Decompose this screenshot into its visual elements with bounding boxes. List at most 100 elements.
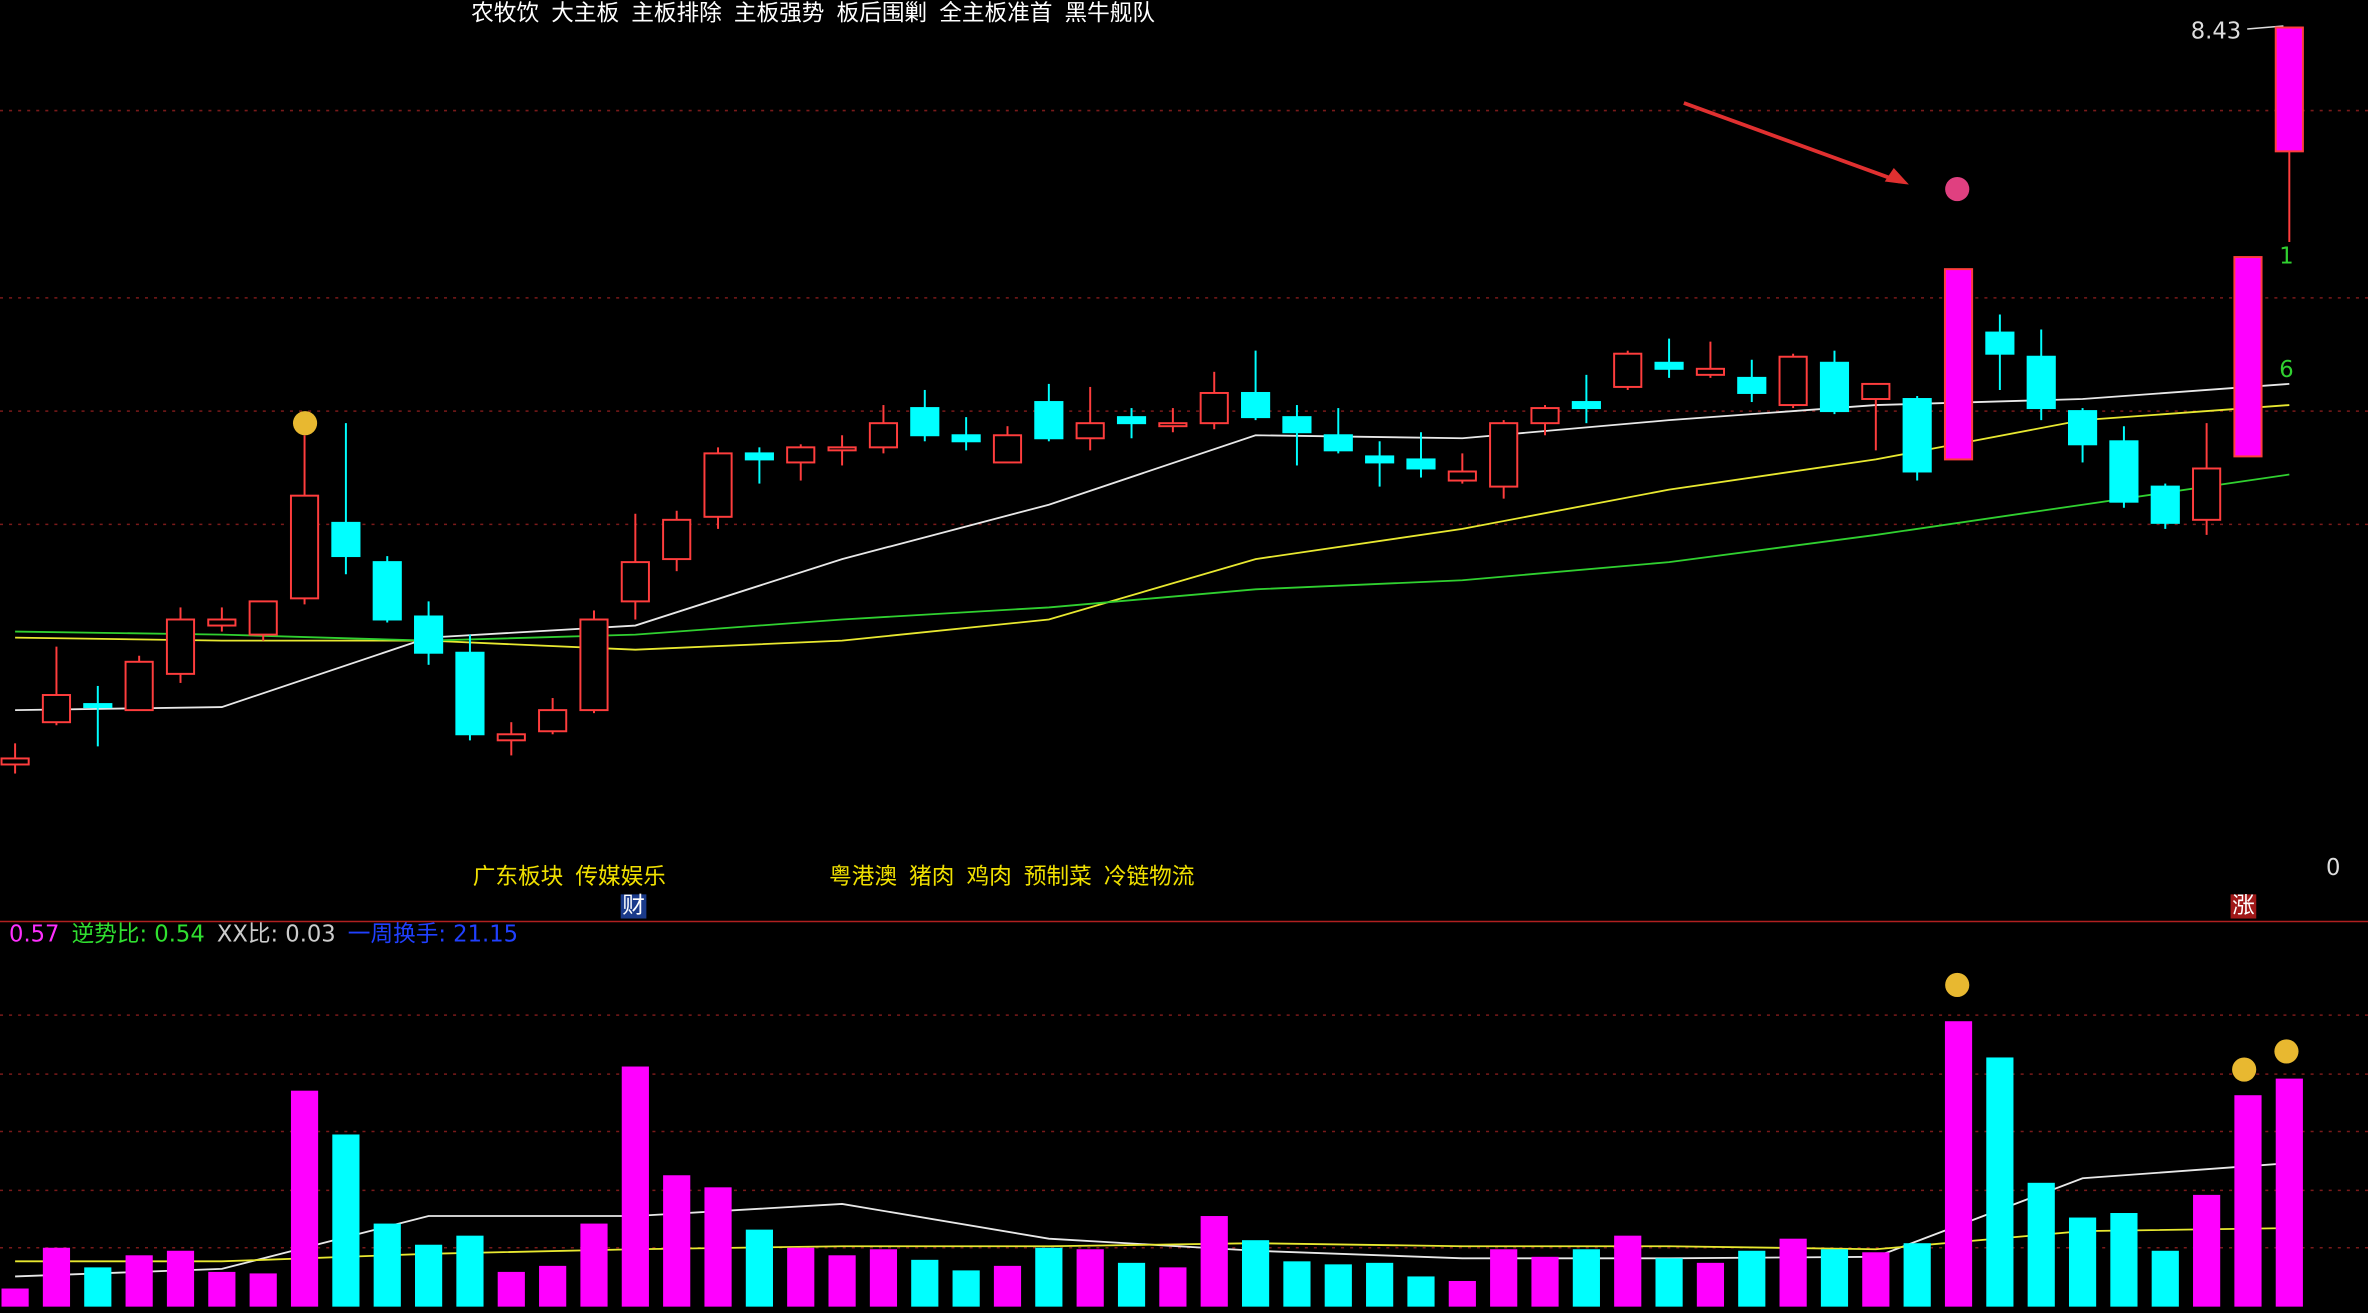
- candle-body: [1819, 361, 1850, 413]
- volume-bar: [1324, 1264, 1352, 1307]
- candle-body: [331, 521, 361, 558]
- indicator: 0.57: [9, 922, 59, 948]
- volume-bar: [1, 1288, 29, 1307]
- candle-body: [1447, 470, 1477, 482]
- volume-bar: [332, 1134, 360, 1307]
- volume-bar: [1241, 1240, 1270, 1307]
- candle-body: [1613, 352, 1643, 388]
- candle-body: [1365, 455, 1395, 464]
- candle-body: [248, 600, 278, 636]
- volume-bar: [869, 1249, 898, 1307]
- volume-bar: [373, 1223, 401, 1307]
- volume-bar: [166, 1250, 195, 1307]
- indicator: 逆势比: 0.54: [72, 922, 205, 948]
- badge-text: 涨: [2232, 893, 2255, 919]
- sector-tag: 传媒娱乐: [575, 864, 666, 890]
- candle-body: [1034, 401, 1064, 440]
- candle-body: [1737, 376, 1767, 394]
- volume-bar: [2110, 1213, 2138, 1307]
- volume-bar: [1944, 1021, 1973, 1307]
- candle-body: [744, 452, 774, 461]
- candle-body: [2067, 410, 2098, 446]
- volume-bar: [2234, 1095, 2262, 1307]
- tag: 大主板: [551, 0, 619, 26]
- price-pointer: [2247, 25, 2284, 30]
- candle-body: [1199, 391, 1229, 425]
- tag: 全主板准首: [939, 0, 1052, 26]
- volume-bar: [745, 1229, 773, 1307]
- volume-bar: [1200, 1216, 1228, 1307]
- volume-bar: [1655, 1258, 1683, 1307]
- tag: 黑牛舰队: [1065, 0, 1156, 26]
- candle-body: [910, 407, 940, 437]
- volume-bar: [539, 1265, 567, 1307]
- badge: [2230, 894, 2257, 919]
- volume-bar: [208, 1271, 236, 1307]
- candle-body: [124, 660, 154, 712]
- price-label: 8.43: [2191, 19, 2241, 45]
- volume-bar: [84, 1267, 112, 1307]
- candle-body: [579, 618, 609, 712]
- volume-bar: [2068, 1217, 2097, 1307]
- money-icons: [292, 411, 2299, 1082]
- candle-body: [2109, 440, 2139, 503]
- volume-bar: [704, 1187, 732, 1307]
- candle-body: [1985, 331, 2015, 355]
- candle-body: [1116, 416, 1147, 425]
- volume-bar: [1572, 1249, 1600, 1307]
- candle-body: [1571, 401, 1601, 410]
- candle-body: [1654, 361, 1684, 370]
- volume-bar: [1903, 1243, 1931, 1307]
- sector-tag: 鸡肉: [966, 864, 1011, 890]
- candle-body: [83, 703, 113, 709]
- candle-body: [165, 618, 196, 675]
- tag: 板后围剿: [837, 0, 928, 26]
- candle-body: [2192, 467, 2222, 521]
- volume-bar: [2027, 1182, 2055, 1307]
- volume-bar: [497, 1271, 525, 1307]
- tag: 农牧饮: [471, 0, 539, 26]
- volume-bar: [1986, 1057, 2014, 1307]
- volume-bar: [952, 1270, 980, 1307]
- volume-bar: [290, 1090, 319, 1307]
- volume-bar: [249, 1273, 277, 1307]
- tag: 主板强势: [734, 0, 825, 26]
- candle-body: [2026, 355, 2056, 410]
- candle-body: [786, 446, 816, 464]
- candle-body: [1530, 407, 1560, 425]
- candle-body: [1406, 458, 1436, 470]
- volume-bar: [1820, 1249, 1849, 1307]
- sector-tag: 广东板块: [473, 864, 564, 890]
- volume-bar: [456, 1235, 484, 1307]
- candle-body: [827, 446, 857, 452]
- volume-bar: [1117, 1262, 1146, 1307]
- volume-bar: [828, 1255, 856, 1307]
- arrow-head: [1884, 167, 1909, 185]
- volume-bar: [993, 1265, 1022, 1307]
- volume-bar: [621, 1066, 649, 1307]
- candle-body: [289, 494, 320, 600]
- volume-bar: [1076, 1249, 1104, 1307]
- candle-body: [372, 561, 402, 621]
- candle-body: [1075, 422, 1105, 440]
- candle-body: [1902, 398, 1932, 473]
- volume-bar: [1159, 1267, 1187, 1307]
- volume-bar: [787, 1247, 815, 1307]
- volume-bar: [1862, 1252, 1890, 1307]
- badge-text: 财: [622, 893, 645, 919]
- candle-body: [703, 452, 733, 518]
- candle-body: [41, 694, 72, 724]
- candle-body: [1158, 422, 1188, 428]
- sector-tag: 粤港澳: [829, 864, 897, 890]
- volume-bar: [663, 1175, 691, 1307]
- ma-line: [15, 473, 2290, 642]
- volume-bar: [1366, 1262, 1394, 1307]
- volume-bar: [1283, 1261, 1311, 1307]
- marker: 1: [2279, 244, 2293, 270]
- candle-body: [868, 422, 899, 449]
- flower-icon: [1945, 177, 1970, 202]
- candle-body: [1861, 382, 1891, 400]
- volume-bar: [580, 1223, 608, 1307]
